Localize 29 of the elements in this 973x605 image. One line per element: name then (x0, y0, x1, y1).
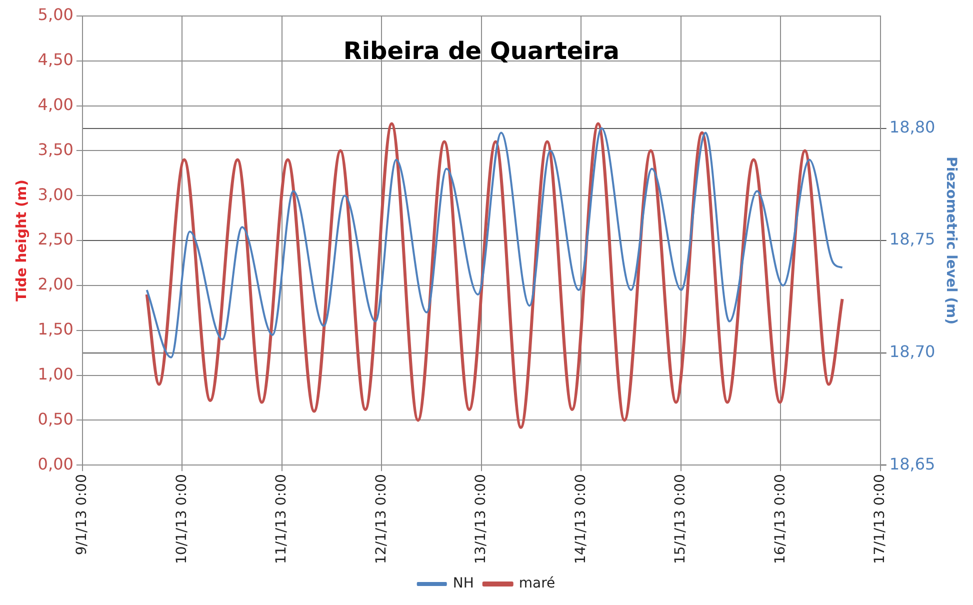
y-tick-label: 0,00 (38, 454, 74, 474)
y2-tick-label: 18,75 (889, 230, 936, 249)
y-tick-label: 0,50 (38, 409, 74, 428)
y-tick-label: 4,50 (38, 50, 74, 70)
y2-tick-label: 18,70 (889, 342, 936, 362)
y-tick-label: 3,00 (38, 184, 74, 204)
text: Ribeira de Quarteira (343, 37, 620, 66)
legend-label: NH (452, 576, 474, 592)
y-tick-label: 2,00 (38, 274, 74, 294)
y2-axis-title: Piezometric level (m) (942, 156, 959, 325)
x-tick-label: 11/1/13 0:00 (274, 474, 290, 564)
y-tick-label: 2,50 (38, 230, 74, 249)
x-tick-label: 15/1/13 0:00 (672, 474, 689, 564)
y-tick-label: 1,50 (38, 320, 74, 339)
y-tick-label: 1,00 (38, 364, 74, 384)
legend-label: maré (518, 576, 556, 592)
x-tick-label: 9/1/13 0:00 (74, 474, 90, 556)
y2-tick-label: 18,65 (889, 454, 936, 474)
x-tick-label: 16/1/13 0:00 (772, 474, 788, 564)
y-tick-label: 5,00 (38, 5, 74, 24)
y-tick-label: 3,50 (38, 140, 74, 159)
x-tick-label: 12/1/13 0:00 (373, 474, 390, 564)
x-tick-label: 10/1/13 0:00 (174, 474, 190, 564)
y-tick-label: 4,00 (38, 94, 74, 114)
y-axis-title: Tide height (m) (14, 180, 30, 302)
x-tick-label: 17/1/13 0:00 (872, 474, 888, 564)
y2-tick-label: 18,80 (889, 117, 936, 136)
x-tick-label: 14/1/13 0:00 (572, 474, 589, 564)
x-tick-label: 13/1/13 0:00 (473, 474, 490, 564)
